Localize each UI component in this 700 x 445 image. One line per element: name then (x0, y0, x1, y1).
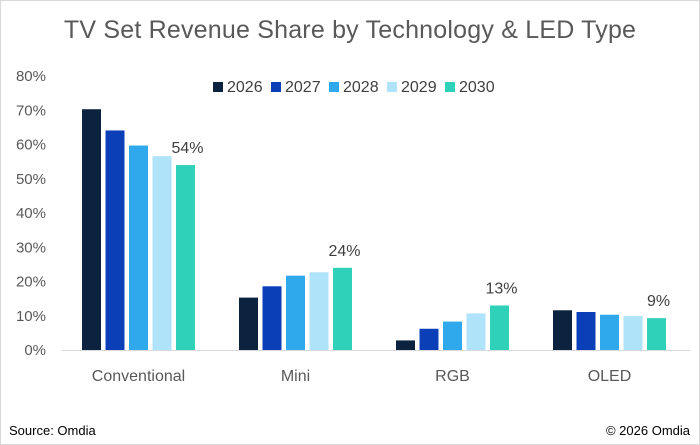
category-label: OLED (588, 368, 632, 385)
y-tick-label: 60% (16, 137, 46, 154)
bar-rgb-2029 (466, 313, 486, 350)
bar-rgb-2027 (419, 328, 439, 350)
bar-conventional-2029 (152, 156, 172, 350)
legend-swatch (329, 82, 339, 92)
data-label: 24% (328, 243, 360, 260)
y-tick-label: 40% (16, 205, 46, 222)
legend-label: 2026 (227, 79, 263, 96)
bar-mini-2026 (239, 297, 258, 350)
legend-swatch (213, 82, 223, 92)
legend-label: 2028 (343, 79, 379, 96)
y-tick-label: 10% (16, 308, 46, 325)
data-label: 9% (647, 293, 670, 310)
bar-oled-2030 (647, 318, 666, 350)
category-axis: Conventional Mini RGB OLED (92, 368, 631, 385)
chart-title: TV Set Revenue Share by Technology & LED… (63, 16, 637, 44)
legend: 2026 2027 2028 2029 2030 (213, 79, 495, 96)
legend-label: 2030 (459, 79, 495, 96)
bar-rgb-2026 (396, 340, 415, 350)
bar-oled-2028 (600, 314, 619, 350)
data-labels: 54% 24% 13% 9% (171, 140, 670, 310)
bar-conventional-2028 (129, 145, 148, 350)
category-label: Conventional (92, 368, 185, 385)
y-tick-label: 0% (24, 342, 46, 359)
legend-swatch (271, 82, 281, 92)
y-axis: 0% 10% 20% 30% 40% 50% 60% 70% 80% (16, 68, 690, 359)
bar-conventional-2026 (82, 109, 101, 350)
y-tick-label: 80% (16, 68, 46, 85)
legend-swatch (387, 82, 397, 92)
bar-oled-2027 (576, 311, 596, 350)
bar-oled-2029 (623, 316, 643, 350)
legend-label: 2029 (401, 79, 437, 96)
bar-conventional-2027 (105, 130, 125, 350)
copyright-note: © 2026 Omdia (605, 423, 690, 438)
category-label: RGB (435, 368, 470, 385)
data-label: 54% (171, 140, 203, 157)
y-tick-label: 20% (16, 274, 46, 291)
category-label: Mini (281, 368, 310, 385)
legend-label: 2027 (285, 79, 321, 96)
source-note: Source: Omdia (9, 423, 96, 438)
bar-oled-2026 (553, 310, 572, 350)
bar-rgb-2028 (443, 321, 462, 350)
bar-conventional-2030 (176, 165, 195, 350)
bars (82, 109, 666, 350)
bar-mini-2029 (309, 272, 329, 350)
y-tick-label: 50% (16, 171, 46, 188)
y-tick-label: 70% (16, 102, 46, 119)
y-tick-label: 30% (16, 239, 46, 256)
bar-rgb-2030 (490, 305, 509, 350)
bar-mini-2030 (333, 267, 352, 350)
legend-swatch (445, 82, 455, 92)
bar-mini-2028 (286, 275, 305, 350)
data-label: 13% (485, 280, 517, 297)
bar-mini-2027 (262, 286, 282, 350)
